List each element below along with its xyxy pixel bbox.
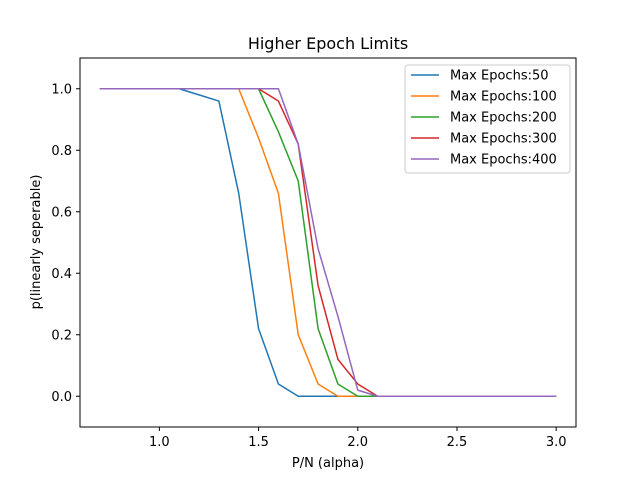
y-tick-label: 0.8 bbox=[51, 144, 72, 159]
y-tick-label: 0.2 bbox=[51, 328, 72, 343]
legend-label-2: Max Epochs:100 bbox=[450, 90, 557, 105]
x-tick-label: 2.5 bbox=[447, 435, 468, 450]
series-layer bbox=[99, 88, 557, 397]
x-axis: 1.0 1.5 2.0 2.5 3.0 bbox=[149, 427, 567, 450]
legend-box bbox=[404, 64, 571, 174]
legend-label-1: Max Epochs:50 bbox=[450, 69, 549, 84]
x-tick-label: 1.5 bbox=[248, 435, 269, 450]
legend-label-4: Max Epochs:300 bbox=[450, 132, 557, 147]
y-tick-label: 0.4 bbox=[51, 267, 72, 282]
y-axis: 0.0 0.2 0.4 0.6 0.8 1.0 bbox=[51, 82, 80, 405]
y-tick-label: 1.0 bbox=[51, 82, 72, 97]
legend: Max Epochs:50 Max Epochs:100 Max Epochs:20… bbox=[404, 64, 571, 174]
series-line-5 bbox=[99, 88, 557, 397]
x-tick-label: 2.0 bbox=[347, 435, 368, 450]
chart-title: Higher Epoch Limits bbox=[248, 34, 408, 53]
y-tick-label: 0.0 bbox=[51, 390, 72, 405]
x-axis-label: P/N (alpha) bbox=[292, 456, 364, 471]
legend-label-3: Max Epochs:200 bbox=[450, 111, 557, 126]
y-axis-label: p(linearly seperable) bbox=[29, 175, 44, 310]
plot-frame bbox=[79, 57, 577, 428]
x-tick-label: 1.0 bbox=[149, 435, 170, 450]
legend-label-5: Max Epochs:400 bbox=[450, 153, 557, 168]
x-tick-label: 3.0 bbox=[546, 435, 567, 450]
y-tick-label: 0.6 bbox=[51, 205, 72, 220]
